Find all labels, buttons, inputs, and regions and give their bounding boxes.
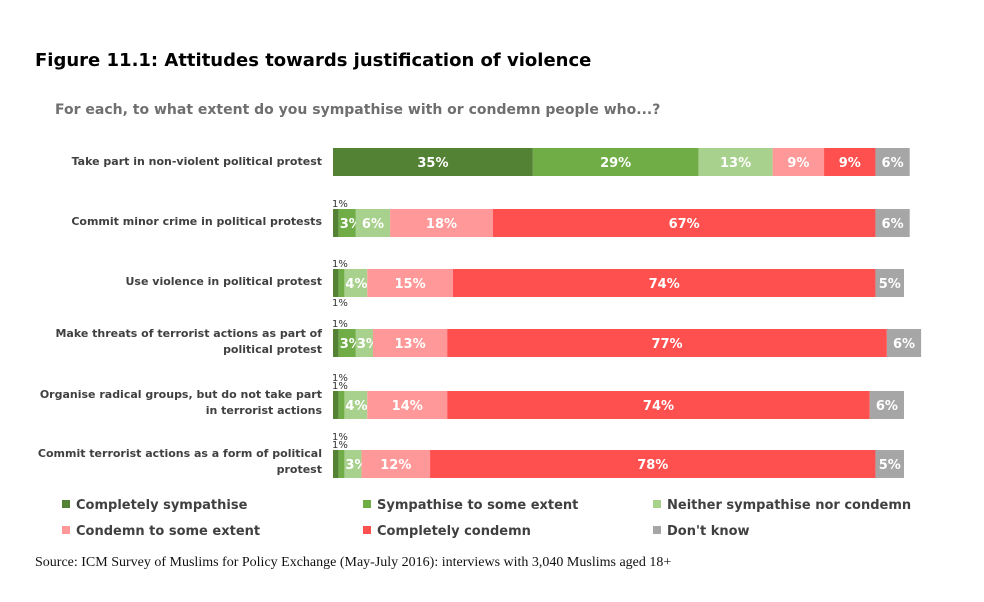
data-label: 67% bbox=[669, 217, 700, 232]
data-label: 4% bbox=[345, 399, 367, 414]
data-label: 1% bbox=[332, 199, 348, 210]
bar-segment bbox=[875, 450, 904, 478]
data-label: 5% bbox=[879, 458, 901, 473]
data-label: 4% bbox=[345, 277, 367, 292]
data-label: 6% bbox=[882, 217, 904, 232]
bar-segment bbox=[372, 329, 448, 357]
legend-item: Sympathise to some extent bbox=[363, 498, 578, 513]
category-label: Organise radical groups, but do not take… bbox=[39, 388, 322, 417]
data-label: 9% bbox=[787, 156, 809, 171]
data-label: 18% bbox=[426, 217, 457, 232]
data-label: 1% bbox=[332, 259, 348, 270]
bar-segment bbox=[532, 148, 699, 176]
bar-segment bbox=[333, 450, 339, 478]
legend-item: Don't know bbox=[653, 524, 750, 539]
bar-segment bbox=[355, 329, 373, 357]
category-label: Commit terrorist actions as a form of po… bbox=[37, 447, 322, 476]
data-label: 9% bbox=[839, 156, 861, 171]
legend-item: Condemn to some extent bbox=[62, 524, 260, 539]
bar-segment bbox=[333, 329, 339, 357]
category-label: Take part in non-violent political prote… bbox=[71, 155, 322, 168]
bar-segment bbox=[430, 450, 876, 478]
legend-item: Completely condemn bbox=[363, 524, 531, 539]
figure-title: Figure 11.1: Attitudes towards justifica… bbox=[35, 50, 592, 71]
bar-segment bbox=[492, 209, 876, 237]
bar-segment bbox=[338, 209, 356, 237]
bar-segment bbox=[333, 148, 533, 176]
chart-subtitle: For each, to what extent do you sympathi… bbox=[55, 102, 661, 118]
bar-segment bbox=[361, 450, 431, 478]
data-label: 6% bbox=[362, 217, 384, 232]
legend-label: Completely sympathise bbox=[76, 498, 248, 513]
data-label: 6% bbox=[876, 399, 898, 414]
bar-segment bbox=[338, 450, 345, 478]
data-label: 13% bbox=[720, 156, 751, 171]
bar-segment bbox=[333, 209, 339, 237]
bar-segment bbox=[344, 269, 368, 297]
bar-segment bbox=[333, 391, 339, 419]
legend-swatch bbox=[363, 500, 371, 508]
data-label: 1% bbox=[332, 432, 348, 443]
legend-label: Don't know bbox=[667, 524, 750, 539]
bar-segment bbox=[452, 269, 876, 297]
bar-segment bbox=[886, 329, 922, 357]
bar-segment bbox=[875, 209, 910, 237]
bar-segment bbox=[390, 209, 493, 237]
bar-segment bbox=[338, 391, 345, 419]
data-label: 77% bbox=[651, 337, 682, 352]
bar-segment bbox=[367, 391, 448, 419]
bar-segment bbox=[355, 209, 391, 237]
bar-segment bbox=[338, 329, 356, 357]
bar-segment bbox=[698, 148, 773, 176]
legend-item: Completely sympathise bbox=[62, 498, 247, 513]
data-label: 5% bbox=[879, 277, 901, 292]
data-label: 14% bbox=[392, 399, 423, 414]
data-label: 1% bbox=[332, 440, 348, 451]
bar-segment bbox=[824, 148, 876, 176]
bar-segment bbox=[344, 450, 362, 478]
category-label: Use violence in political protest bbox=[125, 275, 323, 288]
bar-segment bbox=[333, 269, 339, 297]
data-label: 74% bbox=[649, 277, 680, 292]
legend-label: Completely condemn bbox=[377, 524, 531, 539]
bar-segment bbox=[875, 148, 910, 176]
bar-segment bbox=[772, 148, 825, 176]
data-label: 12% bbox=[380, 458, 411, 473]
data-label: 1% bbox=[332, 381, 348, 392]
data-label: 35% bbox=[417, 156, 448, 171]
legend-label: Sympathise to some extent bbox=[377, 498, 579, 513]
legend-label: Condemn to some extent bbox=[76, 524, 261, 539]
legend-swatch bbox=[653, 526, 661, 534]
data-label: 78% bbox=[637, 458, 668, 473]
bar-segment bbox=[875, 269, 904, 297]
source-note: Source: ICM Survey of Muslims for Policy… bbox=[35, 555, 672, 570]
data-label: 15% bbox=[395, 277, 426, 292]
data-label: 13% bbox=[395, 337, 426, 352]
bar-segment bbox=[447, 391, 870, 419]
legend-swatch bbox=[363, 526, 371, 534]
data-label: 6% bbox=[882, 156, 904, 171]
legend-item: Neither sympathise nor condemn bbox=[653, 498, 911, 513]
data-label: 29% bbox=[600, 156, 631, 171]
legend-swatch bbox=[653, 500, 661, 508]
category-label: Make threats of terrorist actions as par… bbox=[55, 327, 322, 356]
bar-segment bbox=[869, 391, 904, 419]
legend-swatch bbox=[62, 526, 70, 534]
bar-segment bbox=[338, 269, 345, 297]
data-label: 1% bbox=[332, 319, 348, 330]
bar-segment bbox=[367, 269, 453, 297]
legend-label: Neither sympathise nor condemn bbox=[667, 498, 912, 513]
data-label: 6% bbox=[893, 337, 915, 352]
bar-segment bbox=[344, 391, 368, 419]
legend-swatch bbox=[62, 500, 70, 508]
category-label: Commit minor crime in political protests bbox=[71, 215, 322, 228]
data-label: 1% bbox=[332, 373, 348, 384]
data-label: 74% bbox=[643, 399, 674, 414]
data-label: 1% bbox=[332, 298, 348, 309]
bar-segment bbox=[447, 329, 887, 357]
